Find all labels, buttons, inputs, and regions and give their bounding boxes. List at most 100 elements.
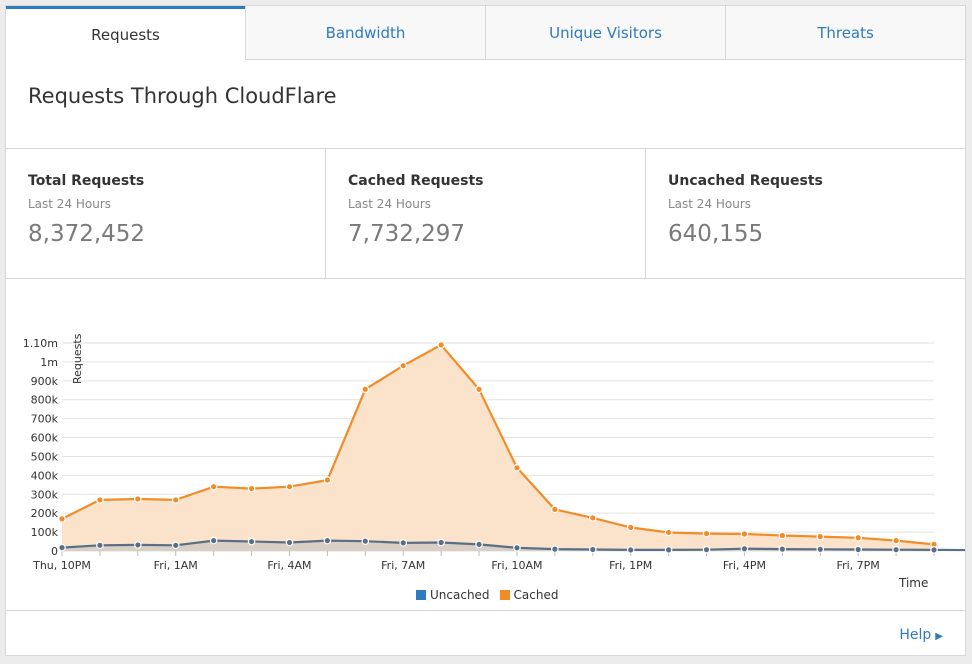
tab-bar: Requests Bandwidth Unique Visitors Threa… (6, 6, 965, 60)
x-axis-ticks: Thu, 10PM Fri, 1AM Fri, 4AM Fri, 7AM Fri, 10… (32, 551, 935, 572)
cached-point (740, 530, 749, 538)
uncached-point (96, 541, 104, 550)
uncached-point (134, 541, 142, 549)
uncached-point (209, 536, 218, 545)
legend-label: Cached (513, 588, 559, 602)
cached-point (475, 385, 483, 394)
y-tick-label: 900k (31, 375, 59, 388)
cached-line (61, 343, 935, 546)
uncached-point (437, 538, 445, 547)
uncached-point (171, 541, 180, 550)
y-tick-label: 800k (31, 394, 59, 407)
y-axis-label: Requests (71, 333, 84, 384)
cached-point (437, 341, 445, 349)
uncached-point (816, 545, 825, 554)
uncached-point (588, 545, 597, 554)
tab-requests[interactable]: Requests (6, 6, 245, 60)
cached-point (96, 496, 104, 504)
cached-point (816, 532, 825, 541)
tab-bandwidth[interactable]: Bandwidth (245, 6, 485, 60)
help-label: Help (899, 627, 932, 643)
caret-right-icon: ▶ (935, 631, 943, 642)
y-axis-ticks: 0 100k 200k 300k 400k 500k 600k 700k 800k 900k 1m 1… (23, 337, 59, 558)
stat-period: Last 24 Hours (28, 197, 112, 211)
uncached-point (930, 546, 938, 554)
uncached-point (854, 545, 862, 554)
cached-point (171, 496, 180, 504)
cached-point (551, 505, 559, 514)
legend-swatch-uncached (416, 590, 426, 600)
y-tick-label: 0 (51, 545, 58, 558)
cached-point (58, 515, 66, 523)
legend-item-uncached[interactable]: Uncached (416, 588, 490, 602)
cached-point (247, 484, 256, 493)
section-title: Requests Through CloudFlare (28, 84, 337, 108)
help-link[interactable]: Help ▶ (899, 627, 943, 643)
x-tick-label: Fri, 7AM (381, 559, 425, 572)
cached-point (361, 385, 370, 394)
x-axis-label: Time (898, 576, 928, 590)
tab-unique-visitors[interactable]: Unique Visitors (485, 6, 725, 60)
y-tick-label: 600k (31, 432, 59, 445)
uncached-point (626, 546, 635, 554)
stat-cached-requests: Cached Requests Last 24 Hours 7,732,297 (325, 149, 645, 278)
card-footer: Help ▶ (6, 610, 965, 655)
uncached-point (399, 539, 408, 547)
uncached-point (285, 538, 294, 547)
y-tick-label: 400k (31, 469, 59, 482)
chart-legend: Uncached Cached (416, 588, 558, 602)
x-tick-label: Fri, 1AM (154, 559, 198, 572)
uncached-point (247, 537, 256, 546)
cached-point (209, 482, 218, 491)
cached-point (323, 476, 332, 484)
x-tick-label: Fri, 4AM (267, 559, 311, 572)
uncached-point (664, 546, 673, 554)
stat-uncached-requests: Uncached Requests Last 24 Hours 640,155 (645, 149, 965, 278)
stat-label: Uncached Requests (668, 173, 823, 189)
stat-value: 640,155 (668, 221, 764, 247)
cached-area (62, 344, 934, 551)
cached-point (892, 536, 900, 545)
cached-point (134, 495, 142, 503)
chart-points (58, 341, 938, 554)
y-tick-label: 1.10m (23, 337, 58, 350)
uncached-point (740, 544, 749, 553)
requests-card: Requests Bandwidth Unique Visitors Threa… (5, 5, 966, 656)
y-tick-label: 200k (31, 507, 59, 520)
x-tick-label: Fri, 4PM (723, 559, 766, 572)
cached-point (664, 528, 673, 537)
uncached-point (361, 537, 370, 545)
stat-value: 8,372,452 (28, 221, 146, 247)
legend-swatch-cached (499, 590, 510, 600)
requests-chart: 0 100k 200k 300k 400k 500k 600k 700k 800k 900k 1m 1… (23, 333, 965, 590)
y-tick-label: 1m (40, 356, 58, 369)
uncached-point (702, 545, 711, 554)
x-tick-label: Fri, 10AM (491, 559, 542, 572)
cached-point (702, 529, 711, 538)
chart-areas (62, 344, 965, 551)
cached-point (588, 514, 597, 522)
x-tick-label: Fri, 7PM (837, 559, 880, 572)
stat-total-requests: Total Requests Last 24 Hours 8,372,452 (6, 149, 325, 278)
y-tick-label: 100k (31, 526, 59, 539)
cached-point (399, 361, 408, 370)
cached-point (778, 531, 787, 540)
tab-threats[interactable]: Threats (725, 6, 965, 60)
y-tick-label: 700k (31, 413, 59, 426)
y-tick-label: 500k (31, 450, 59, 463)
cached-point (626, 523, 635, 532)
stat-value: 7,732,297 (348, 221, 466, 247)
uncached-point (323, 536, 332, 545)
uncached-point (475, 540, 483, 549)
stat-label: Total Requests (28, 173, 145, 189)
stat-period: Last 24 Hours (668, 197, 752, 211)
uncached-point (892, 545, 900, 554)
legend-label: Uncached (430, 588, 490, 602)
uncached-point (513, 543, 521, 552)
x-tick-label: Fri, 1PM (609, 559, 652, 572)
stat-label: Cached Requests (348, 173, 484, 189)
legend-item-cached[interactable]: Cached (499, 588, 559, 602)
cached-point (854, 533, 862, 542)
x-tick-label: Thu, 10PM (32, 559, 91, 572)
uncached-point (58, 543, 66, 552)
